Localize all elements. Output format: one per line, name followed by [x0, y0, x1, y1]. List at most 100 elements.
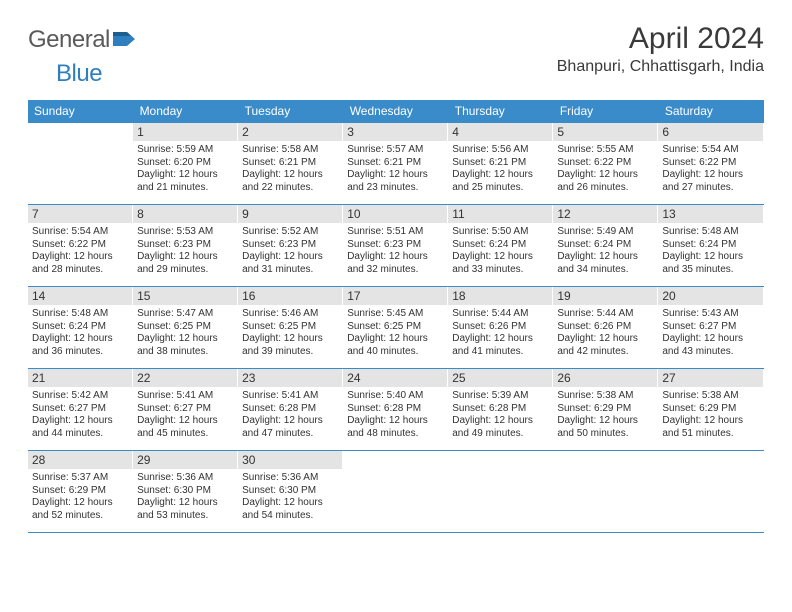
day-details: Sunrise: 5:54 AMSunset: 6:22 PMDaylight:…: [658, 141, 763, 194]
daylight-text-2: and 38 minutes.: [137, 346, 234, 359]
day-details: Sunrise: 5:36 AMSunset: 6:30 PMDaylight:…: [238, 469, 343, 522]
day-number: 12: [553, 205, 658, 223]
daylight-text-2: and 50 minutes.: [557, 428, 654, 441]
sunset-text: Sunset: 6:28 PM: [347, 403, 444, 416]
daylight-text-1: Daylight: 12 hours: [137, 251, 234, 264]
daylight-text-1: Daylight: 12 hours: [662, 415, 759, 428]
day-details: Sunrise: 5:50 AMSunset: 6:24 PMDaylight:…: [448, 223, 553, 276]
sunset-text: Sunset: 6:27 PM: [32, 403, 129, 416]
daylight-text-1: Daylight: 12 hours: [137, 497, 234, 510]
calendar-cell: 29Sunrise: 5:36 AMSunset: 6:30 PMDayligh…: [133, 451, 238, 533]
day-details: Sunrise: 5:43 AMSunset: 6:27 PMDaylight:…: [658, 305, 763, 358]
logo-flag-icon: [113, 30, 135, 51]
daylight-text-2: and 43 minutes.: [662, 346, 759, 359]
day-details: Sunrise: 5:45 AMSunset: 6:25 PMDaylight:…: [343, 305, 448, 358]
day-number: 29: [133, 451, 238, 469]
sunrise-text: Sunrise: 5:43 AM: [662, 308, 759, 321]
calendar-cell: 22Sunrise: 5:41 AMSunset: 6:27 PMDayligh…: [133, 369, 238, 451]
daylight-text-1: Daylight: 12 hours: [32, 251, 129, 264]
calendar-cell: 24Sunrise: 5:40 AMSunset: 6:28 PMDayligh…: [343, 369, 448, 451]
calendar-week-row: 28Sunrise: 5:37 AMSunset: 6:29 PMDayligh…: [28, 451, 764, 533]
calendar-cell: 8Sunrise: 5:53 AMSunset: 6:23 PMDaylight…: [133, 205, 238, 287]
day-number: 21: [28, 369, 133, 387]
day-details: Sunrise: 5:48 AMSunset: 6:24 PMDaylight:…: [658, 223, 763, 276]
day-number: 8: [133, 205, 238, 223]
calendar-week-row: 1Sunrise: 5:59 AMSunset: 6:20 PMDaylight…: [28, 123, 764, 205]
day-details: Sunrise: 5:53 AMSunset: 6:23 PMDaylight:…: [133, 223, 238, 276]
sunset-text: Sunset: 6:21 PM: [347, 157, 444, 170]
day-number: 3: [343, 123, 448, 141]
calendar-body: 1Sunrise: 5:59 AMSunset: 6:20 PMDaylight…: [28, 123, 764, 533]
day-number: 10: [343, 205, 448, 223]
daylight-text-1: Daylight: 12 hours: [242, 497, 339, 510]
calendar-cell: 2Sunrise: 5:58 AMSunset: 6:21 PMDaylight…: [238, 123, 343, 205]
sunrise-text: Sunrise: 5:54 AM: [662, 144, 759, 157]
logo-text-general: General: [28, 26, 110, 54]
sunset-text: Sunset: 6:22 PM: [662, 157, 759, 170]
daylight-text-1: Daylight: 12 hours: [662, 251, 759, 264]
daylight-text-1: Daylight: 12 hours: [557, 415, 654, 428]
calendar-week-row: 7Sunrise: 5:54 AMSunset: 6:22 PMDaylight…: [28, 205, 764, 287]
day-number: [28, 123, 133, 141]
sunrise-text: Sunrise: 5:50 AM: [452, 226, 549, 239]
logo-text-blue: Blue: [56, 60, 102, 88]
sunrise-text: Sunrise: 5:48 AM: [662, 226, 759, 239]
daylight-text-1: Daylight: 12 hours: [347, 251, 444, 264]
daylight-text-2: and 36 minutes.: [32, 346, 129, 359]
daylight-text-2: and 32 minutes.: [347, 264, 444, 277]
day-details: Sunrise: 5:46 AMSunset: 6:25 PMDaylight:…: [238, 305, 343, 358]
calendar-cell: 9Sunrise: 5:52 AMSunset: 6:23 PMDaylight…: [238, 205, 343, 287]
sunrise-text: Sunrise: 5:59 AM: [137, 144, 234, 157]
daylight-text-2: and 44 minutes.: [32, 428, 129, 441]
sunset-text: Sunset: 6:30 PM: [242, 485, 339, 498]
daylight-text-1: Daylight: 12 hours: [32, 415, 129, 428]
calendar-cell: 17Sunrise: 5:45 AMSunset: 6:25 PMDayligh…: [343, 287, 448, 369]
sunset-text: Sunset: 6:24 PM: [32, 321, 129, 334]
daylight-text-1: Daylight: 12 hours: [137, 415, 234, 428]
calendar-cell: [28, 123, 133, 205]
weekday-header: Friday: [553, 100, 658, 123]
day-details: Sunrise: 5:47 AMSunset: 6:25 PMDaylight:…: [133, 305, 238, 358]
month-title: April 2024: [557, 22, 764, 56]
calendar-cell: 18Sunrise: 5:44 AMSunset: 6:26 PMDayligh…: [448, 287, 553, 369]
calendar-cell: [448, 451, 553, 533]
day-number: 16: [238, 287, 343, 305]
day-details: Sunrise: 5:51 AMSunset: 6:23 PMDaylight:…: [343, 223, 448, 276]
weekday-header: Thursday: [448, 100, 553, 123]
day-number: 6: [658, 123, 763, 141]
calendar-cell: [343, 451, 448, 533]
daylight-text-2: and 54 minutes.: [242, 510, 339, 523]
sunrise-text: Sunrise: 5:49 AM: [557, 226, 654, 239]
daylight-text-1: Daylight: 12 hours: [137, 333, 234, 346]
sunset-text: Sunset: 6:30 PM: [137, 485, 234, 498]
daylight-text-2: and 45 minutes.: [137, 428, 234, 441]
daylight-text-1: Daylight: 12 hours: [137, 169, 234, 182]
calendar-week-row: 21Sunrise: 5:42 AMSunset: 6:27 PMDayligh…: [28, 369, 764, 451]
sunrise-text: Sunrise: 5:36 AM: [242, 472, 339, 485]
day-details: Sunrise: 5:56 AMSunset: 6:21 PMDaylight:…: [448, 141, 553, 194]
calendar-header: SundayMondayTuesdayWednesdayThursdayFrid…: [28, 100, 764, 123]
sunrise-text: Sunrise: 5:41 AM: [137, 390, 234, 403]
daylight-text-1: Daylight: 12 hours: [452, 251, 549, 264]
day-number: 24: [343, 369, 448, 387]
day-number: 15: [133, 287, 238, 305]
sunrise-text: Sunrise: 5:42 AM: [32, 390, 129, 403]
sunset-text: Sunset: 6:23 PM: [242, 239, 339, 252]
calendar-week-row: 14Sunrise: 5:48 AMSunset: 6:24 PMDayligh…: [28, 287, 764, 369]
daylight-text-2: and 21 minutes.: [137, 182, 234, 195]
calendar-cell: 30Sunrise: 5:36 AMSunset: 6:30 PMDayligh…: [238, 451, 343, 533]
sunrise-text: Sunrise: 5:40 AM: [347, 390, 444, 403]
day-details: Sunrise: 5:37 AMSunset: 6:29 PMDaylight:…: [28, 469, 133, 522]
daylight-text-2: and 28 minutes.: [32, 264, 129, 277]
calendar-cell: 6Sunrise: 5:54 AMSunset: 6:22 PMDaylight…: [658, 123, 763, 205]
calendar-cell: 14Sunrise: 5:48 AMSunset: 6:24 PMDayligh…: [28, 287, 133, 369]
day-number: 23: [238, 369, 343, 387]
daylight-text-2: and 25 minutes.: [452, 182, 549, 195]
daylight-text-1: Daylight: 12 hours: [347, 333, 444, 346]
daylight-text-2: and 34 minutes.: [557, 264, 654, 277]
daylight-text-2: and 35 minutes.: [662, 264, 759, 277]
daylight-text-2: and 41 minutes.: [452, 346, 549, 359]
day-details: Sunrise: 5:36 AMSunset: 6:30 PMDaylight:…: [133, 469, 238, 522]
calendar-cell: 28Sunrise: 5:37 AMSunset: 6:29 PMDayligh…: [28, 451, 133, 533]
daylight-text-1: Daylight: 12 hours: [242, 333, 339, 346]
